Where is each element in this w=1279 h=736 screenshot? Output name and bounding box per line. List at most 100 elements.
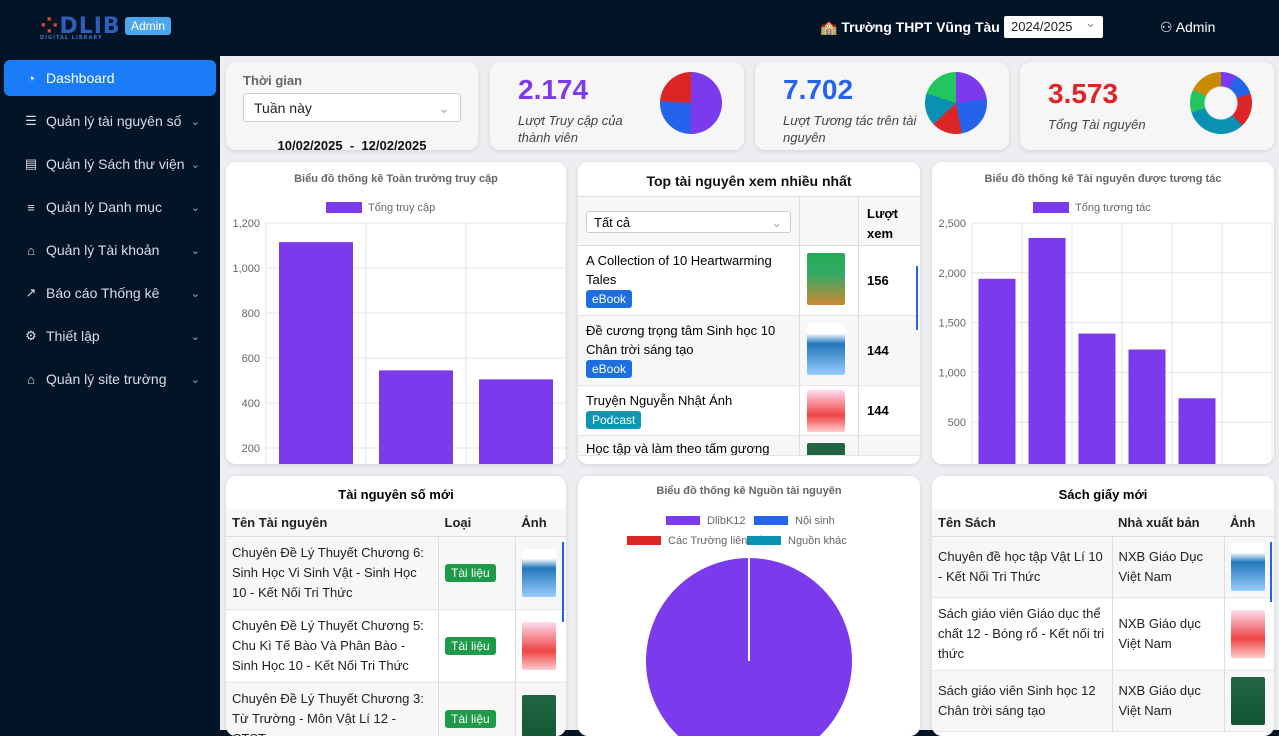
legend-label[interactable]: Nội sinh <box>795 515 835 527</box>
chart-title: Biểu đồ thống kê Nguồn tài nguyên <box>656 485 841 497</box>
y-tick-label: 2,500 <box>938 218 966 230</box>
legend-swatch[interactable] <box>754 516 788 525</box>
view-count: 144 <box>858 386 897 435</box>
chevron-down-icon: ⌄ <box>191 287 200 300</box>
publisher: NXB Giáo dục Việt Nam <box>1112 598 1224 671</box>
view-count: 144 <box>858 316 897 385</box>
y-tick-label: 1,200 <box>232 218 260 230</box>
resource-thumbnail <box>807 253 845 305</box>
sidebar-item-label: Quản lý Sách thư viện <box>46 156 185 172</box>
legend-swatch[interactable] <box>627 536 661 545</box>
view-count: 156 <box>858 246 897 315</box>
category-filter-select[interactable]: Tất cả⌄ <box>586 211 791 233</box>
cover-image <box>522 549 556 597</box>
view-count <box>858 436 875 455</box>
table-row[interactable]: Chuyên Đề Lý Thuyết Chương 6: Sinh Học V… <box>226 537 566 610</box>
source-pie-chart: Biểu đồ thống kê Nguồn tài nguyên DlibK12… <box>578 476 920 736</box>
bar[interactable] <box>479 379 553 464</box>
bar[interactable] <box>979 279 1016 464</box>
sidebar-item[interactable]: ⌂Quản lý Tài khoản⌄ <box>4 232 216 268</box>
sidebar-item[interactable]: ▤Quản lý Sách thư viện⌄ <box>4 146 216 182</box>
legend-label[interactable]: Nguồn khác <box>788 535 847 547</box>
sidebar-item[interactable]: ◔Dashboard <box>4 60 216 96</box>
item-name[interactable]: Sách giáo viên Sinh học 12 Chân trời sán… <box>932 671 1112 732</box>
stat-label: Lượt Truy cập của thành viên <box>518 112 658 146</box>
publisher: NXB Giáo dục Việt Nam <box>1112 671 1224 732</box>
table-row[interactable]: Chuyên đề học tập Vật Lí 10 - Kết Nối Tr… <box>932 537 1274 598</box>
interaction-bar-chart: Biểu đồ thống kê Tài nguyên được tương t… <box>932 162 1274 464</box>
resource-thumbnail <box>807 443 845 456</box>
y-tick-label: 500 <box>948 417 966 429</box>
item-name[interactable]: Chuyên Đề Lý Thuyết Chương 6: Sinh Học V… <box>226 537 439 610</box>
chevron-down-icon: ⌄ <box>438 100 450 117</box>
chevron-down-icon: ⌄ <box>191 115 200 128</box>
item-name[interactable]: Sách giáo viên Giáo dục thể chất 12 - Bó… <box>932 598 1112 671</box>
type-tag: Tài liệu <box>445 637 496 655</box>
sidebar-item[interactable]: ⌂Quản lý site trường⌄ <box>4 361 216 397</box>
bar[interactable] <box>379 370 453 464</box>
chart-title: Biểu đồ thống kê Tài nguyên được tương t… <box>985 173 1222 185</box>
legend-label[interactable]: Tổng tương tác <box>1075 202 1151 214</box>
bar[interactable] <box>1079 334 1116 464</box>
sidebar-item-label: Quản lý tài nguyên số <box>46 113 181 129</box>
sidebar-item[interactable]: ≡Quản lý Danh mục⌄ <box>4 189 216 225</box>
sidebar-item[interactable]: ☰ Quản lý tài nguyên số ⌄ <box>4 103 216 139</box>
table-row[interactable]: Chuyên Đề Lý Thuyết Chương 5: Chu Kì Tế … <box>226 610 566 683</box>
item-name[interactable]: Chuyên Đề Lý Thuyết Chương 5: Chu Kì Tế … <box>226 610 439 683</box>
resource-title[interactable]: A Collection of 10 Heartwarming Tales <box>586 253 772 287</box>
scrollbar[interactable] <box>562 542 564 622</box>
legend-label[interactable]: Tổng truy cập <box>368 202 435 214</box>
sidebar-item[interactable]: ⚙Thiết lập⌄ <box>4 318 216 354</box>
time-filter-select[interactable]: Tuần này⌄ <box>243 93 461 122</box>
user-menu[interactable]: ⚇ Admin <box>1160 19 1215 36</box>
cover-image <box>522 622 556 670</box>
top-resource-row[interactable]: Đề cương trọng tâm Sinh học 10 Chân trời… <box>578 316 920 386</box>
resource-title[interactable]: Đề cương trọng tâm Sinh học 10 Chân trời… <box>586 323 775 357</box>
year-select[interactable]: 2024/2025 <box>1004 16 1103 38</box>
type-tag: Tài liệu <box>445 564 496 582</box>
time-filter-label: Thời gian <box>243 73 302 88</box>
bar[interactable] <box>1129 349 1166 464</box>
bar[interactable] <box>279 242 353 464</box>
resource-title[interactable]: Học tập và làm theo tấm gương đạo <box>586 441 769 456</box>
legend-swatch[interactable] <box>747 536 781 545</box>
table-row[interactable]: Sách giáo viên Sinh học 12 Chân trời sán… <box>932 671 1274 732</box>
scrollbar[interactable] <box>1270 542 1272 602</box>
sidebar-item[interactable]: ↗Báo cáo Thống kê⌄ <box>4 275 216 311</box>
school-icon: 🏫 <box>820 19 837 35</box>
top-resources-title: Top tài nguyên xem nhiều nhất <box>578 173 920 189</box>
chevron-down-icon: ⌄ <box>191 244 200 257</box>
chevron-down-icon: ⌄ <box>771 215 782 231</box>
legend-label[interactable]: DlibK12 <box>707 515 746 527</box>
stat-pie-icon <box>660 72 722 134</box>
home-icon: ⌂ <box>24 372 38 387</box>
bar[interactable] <box>1179 398 1216 464</box>
column-header: Tên Tài nguyên <box>226 509 439 537</box>
item-name[interactable]: Chuyên Đề Lý Thuyết Chương 3: Từ Trường … <box>226 683 439 736</box>
legend-swatch[interactable] <box>666 516 700 525</box>
scrollbar[interactable] <box>916 266 918 330</box>
chevron-down-icon: ⌄ <box>191 373 200 386</box>
item-name[interactable]: Chuyên đề học tập Vật Lí 10 - Kết Nối Tr… <box>932 537 1112 598</box>
column-header: Ảnh <box>1224 509 1274 537</box>
cover-image <box>1231 677 1265 725</box>
top-resource-row[interactable]: Học tập và làm theo tấm gương đạo <box>578 436 920 456</box>
table-row[interactable]: Chuyên Đề Lý Thuyết Chương 3: Từ Trường … <box>226 683 566 736</box>
legend-swatch[interactable] <box>1033 202 1069 213</box>
resource-title[interactable]: Truyện Nguyễn Nhật Ánh <box>586 393 732 408</box>
table-row[interactable]: Sách giáo viên Giáo dục thể chất 12 - Bó… <box>932 598 1274 671</box>
top-resources-card: Top tài nguyên xem nhiều nhất Tất cả⌄ Lư… <box>578 162 920 464</box>
sidebar-item-label: Dashboard <box>46 70 115 86</box>
y-tick-label: 400 <box>242 398 260 410</box>
bar[interactable] <box>1029 238 1066 464</box>
legend-swatch[interactable] <box>326 202 362 213</box>
database-icon: ☰ <box>24 113 38 129</box>
